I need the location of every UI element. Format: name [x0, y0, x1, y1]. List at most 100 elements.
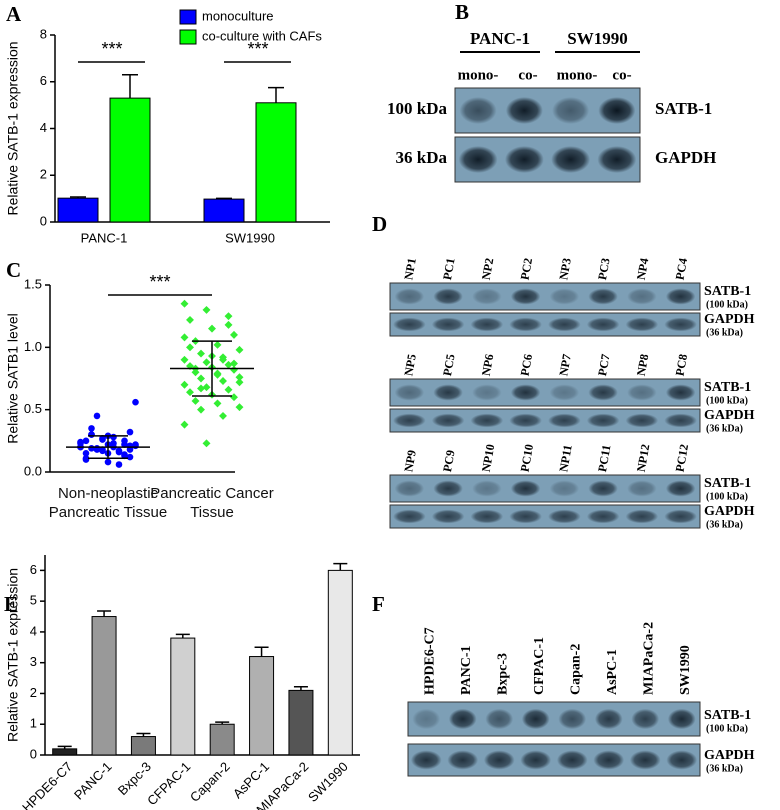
- blot-band: [549, 384, 580, 401]
- lane-label: PANC-1: [459, 645, 474, 695]
- data-point: [202, 358, 211, 367]
- bar: [288, 689, 314, 756]
- y-tick-label: 0: [40, 213, 47, 228]
- lane-label: AsPC-1: [605, 649, 620, 695]
- data-point: [235, 403, 244, 412]
- lane-label: PC3: [595, 257, 613, 281]
- lane-label: Bxpc-3: [495, 653, 510, 695]
- data-point: [202, 439, 211, 448]
- blot-band: [548, 413, 581, 428]
- row-size-label: (100 kDa): [706, 723, 748, 734]
- lane-label: PC11: [595, 444, 614, 473]
- blot-band: [520, 750, 552, 770]
- bar: [109, 97, 151, 223]
- bar: [170, 637, 196, 756]
- blot-band: [627, 480, 657, 497]
- lane-label: NP2: [479, 257, 497, 281]
- blot-band: [393, 317, 426, 332]
- data-point: [224, 385, 233, 394]
- row-size-label: (100 kDa): [706, 299, 748, 310]
- blot-band: [470, 413, 504, 428]
- row-label: SATB-1: [704, 284, 751, 299]
- blot-band: [394, 384, 425, 401]
- panel-letter: E: [4, 592, 18, 616]
- y-axis-label: Relative SATB1 level: [5, 313, 21, 443]
- blot-band: [593, 750, 625, 770]
- blot-band: [509, 413, 542, 428]
- lane-label: PC1: [440, 257, 458, 281]
- data-point: [202, 383, 211, 392]
- lane-label: co-: [612, 67, 631, 83]
- data-point: [235, 378, 244, 387]
- x-tick-label: Non-neoplastic Pancreatic Tissue: [48, 485, 168, 521]
- y-tick-label: 0: [30, 746, 37, 761]
- data-point: [93, 446, 101, 453]
- data-point: [110, 433, 117, 441]
- panel-letter: C: [6, 258, 21, 282]
- error-bar: [57, 745, 72, 749]
- significance-label: ***: [247, 39, 268, 59]
- blot-band: [666, 750, 698, 770]
- data-point: [219, 355, 227, 364]
- data-point: [115, 448, 123, 456]
- blot-band: [393, 413, 426, 428]
- blot-band: [433, 384, 463, 401]
- blot-strip: [389, 408, 701, 433]
- data-point: [115, 461, 123, 468]
- blot-band: [549, 288, 580, 305]
- data-point: [213, 369, 222, 378]
- lane-label: PC9: [440, 449, 458, 473]
- error-bar: [215, 721, 230, 725]
- lane-label: PC2: [518, 257, 536, 281]
- blot-band: [625, 413, 659, 428]
- data-point: [88, 431, 95, 438]
- data-point: [77, 438, 84, 446]
- legend-swatch: [179, 9, 197, 25]
- blot-band: [588, 480, 618, 497]
- data-point: [186, 388, 194, 397]
- row-label: SATB-1: [655, 99, 712, 118]
- data-point: [82, 437, 90, 445]
- lane-label: NP12: [634, 443, 653, 473]
- error-bar: [175, 633, 190, 639]
- blot-band: [627, 384, 657, 401]
- row-size-label: 36 kDa: [396, 148, 448, 167]
- row-label: GAPDH: [704, 748, 755, 763]
- data-point: [219, 411, 227, 420]
- blot-band: [521, 708, 550, 730]
- lane-label: NP4: [634, 257, 652, 281]
- bar: [52, 748, 78, 756]
- lane-label: NP7: [556, 353, 574, 377]
- data-point: [186, 315, 194, 324]
- lane-label: PC4: [673, 257, 691, 281]
- data-point: [202, 305, 211, 314]
- blot-band: [431, 317, 465, 332]
- lane-label: PC8: [673, 353, 691, 377]
- lane-label: PC10: [518, 443, 537, 473]
- blot-band: [447, 750, 479, 770]
- blot-band: [667, 708, 696, 730]
- data-point: [191, 396, 200, 405]
- row-size-label: 100 kDa: [387, 99, 447, 118]
- bar: [57, 197, 99, 223]
- data-point: [104, 458, 112, 466]
- lane-label: MIAPaCa-2: [641, 622, 656, 695]
- blot-band: [510, 384, 541, 401]
- sd-bar: [192, 340, 232, 397]
- legend-label: co-culture with CAFs: [202, 28, 322, 43]
- blot-band: [598, 97, 636, 124]
- data-point: [99, 447, 106, 455]
- blot-band: [393, 509, 426, 524]
- data-point: [186, 343, 194, 352]
- lane-label: mono-: [458, 67, 499, 83]
- data-point: [93, 412, 101, 420]
- blot-band: [433, 288, 463, 305]
- lane-label: co-: [518, 67, 537, 83]
- y-tick-label: 6: [30, 562, 37, 577]
- x-tick-label: Capan-2: [187, 759, 233, 805]
- blot-band: [556, 750, 588, 770]
- data-point: [208, 324, 216, 333]
- data-point: [230, 359, 238, 368]
- data-point: [224, 312, 233, 321]
